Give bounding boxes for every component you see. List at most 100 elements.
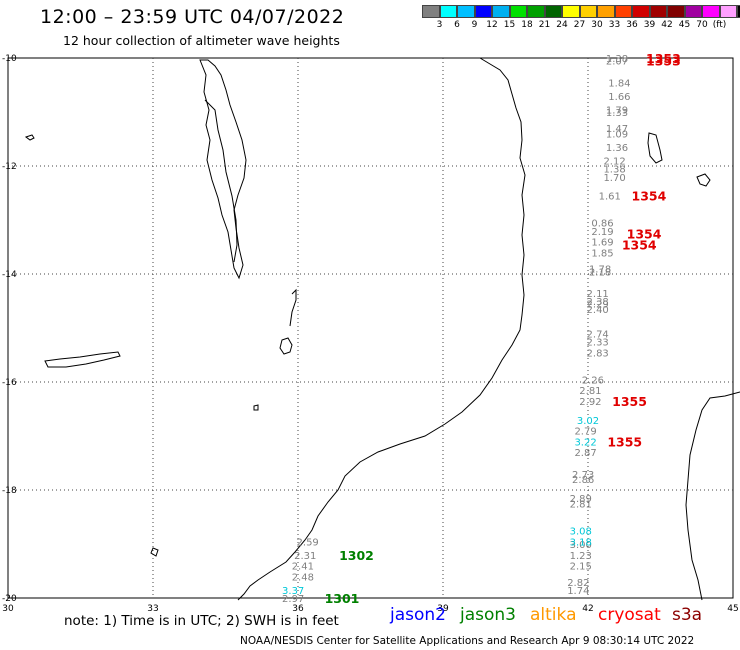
pass-number-label: 1353 [646,54,681,69]
madagascar-coastline [685,391,740,601]
color-swatch [702,5,720,18]
wave-height-value: 2.79 [574,427,596,438]
color-swatch [614,5,632,18]
pass-number-label: 1302 [339,548,374,563]
wave-height-value: 1.38 [606,54,628,65]
color-scale-label: 27 [573,20,586,30]
wave-height-value: 2.73 [572,470,594,481]
wave-height-value: 2.59 [297,537,319,548]
longitude-label: 33 [147,604,158,614]
wave-height-value: 2.26 [582,375,604,386]
wave-height-value: 1.23 [570,551,592,562]
lake-malawi-outline [199,59,247,280]
map-grid [7,57,734,599]
lake-small-2 [150,547,159,557]
lake-small-1 [253,404,259,411]
latitude-label: -18 [2,486,17,496]
color-scale-label: (ft) [712,20,727,30]
longitude-label: 36 [292,604,304,614]
pass-number-label: 1355 [612,394,647,409]
color-swatch [544,5,562,18]
lake-chilwa-outline [279,337,293,355]
color-scale-label: 36 [626,20,638,30]
wave-height-value: 2.92 [579,397,601,408]
color-swatch [719,5,737,18]
color-swatch [492,5,510,18]
color-swatch [474,5,492,18]
wave-height-value: 1.61 [599,192,621,203]
wave-height-value: 2.40 [587,305,609,316]
latitude-label: -12 [2,162,17,172]
pass-number-label: 1354 [622,237,657,252]
lake-shore-west [204,99,238,263]
map-subtitle: 12 hour collection of altimeter wave hei… [63,33,340,48]
wave-height-value: 2.97 [282,594,304,605]
satellite-s3a: s3a [672,605,703,625]
footer-note: note: 1) Time is in UTC; 2) SWH is in fe… [64,613,339,629]
color-scale-label: 12 [486,20,498,30]
wave-height-value: 1.09 [606,130,628,141]
color-swatch [562,5,580,18]
wave-height-value: 2.74 [587,329,609,340]
wave-height-value: 2.87 [574,448,596,459]
color-scale-labels: 3 6 9 12 15 18 21 24 27 30 33 36 39 42 45 70 (ft) [422,18,740,32]
color-swatch [527,5,545,18]
comoros-island-grande [647,132,663,164]
longitude-label: 39 [437,604,449,614]
wave-height-value: 2.33 [587,338,609,349]
pass-number-label: 1354 [632,189,667,204]
longitude-label: 42 [582,604,593,614]
altimeter-track-labels: 1.382.071.841.661.791.331.471.091.362.12… [282,54,631,605]
shire-river-line [289,288,297,327]
color-scale-label: 6 [454,20,460,30]
pass-number-label: 1354 [627,227,662,242]
comoros-island-anjouan [696,173,711,187]
pass-number-label: 1301 [325,591,360,606]
coastline [24,57,740,601]
satellite-cryosat: cryosat [598,605,661,625]
color-scale-label: 24 [556,20,568,30]
color-swatch [667,5,685,18]
wave-height-value: 2.48 [292,572,314,583]
wave-height-value: 2.15 [570,562,592,573]
color-swatch [684,5,702,18]
color-swatch [457,5,475,18]
color-swatch [422,5,440,18]
pass-number-label: 1353 [646,51,681,66]
color-scale-swatches [422,5,740,18]
color-scale-label: 15 [503,20,516,30]
satellite-jason3: jason3 [460,605,516,625]
wave-height-value: 2.18 [589,267,611,278]
wave-height-value: 2.86 [572,475,594,486]
wave-height-value: 1.84 [608,78,630,89]
latitude-label: -10 [2,54,17,64]
wave-height-value: 2.41 [292,562,314,573]
wave-height-value: 2.11 [587,289,609,300]
footer-credit: NOAA/NESDIS Center for Satellite Applica… [240,635,695,647]
wave-height-value: 2.81 [579,386,601,397]
wave-height-value: 2.82 [567,578,589,589]
color-swatch [439,5,457,18]
wave-height-value: 2.83 [587,348,609,359]
longitude-label: 45 [727,604,738,614]
color-scale-label: 21 [538,20,551,30]
latitude-label: -20 [2,594,17,604]
color-scale-label: 39 [643,20,656,30]
map-frame [7,57,734,599]
wave-height-value: 1.70 [603,173,625,184]
latitude-label: -14 [2,270,17,280]
wave-height-value: 3.18 [570,537,592,548]
western-lake-outline [44,351,121,368]
small-lake-left [24,134,35,141]
color-scale-label: 45 [678,20,691,30]
wave-height-value: 3.08 [570,527,592,538]
wave-height-value: 2.81 [570,500,592,511]
wave-height-value: 3.22 [574,437,596,448]
color-swatch [737,5,740,18]
wave-height-value: 2.12 [603,157,625,168]
color-swatch [579,5,597,18]
color-scale-label: 9 [471,20,478,30]
wave-height-value: 1.74 [567,586,589,597]
